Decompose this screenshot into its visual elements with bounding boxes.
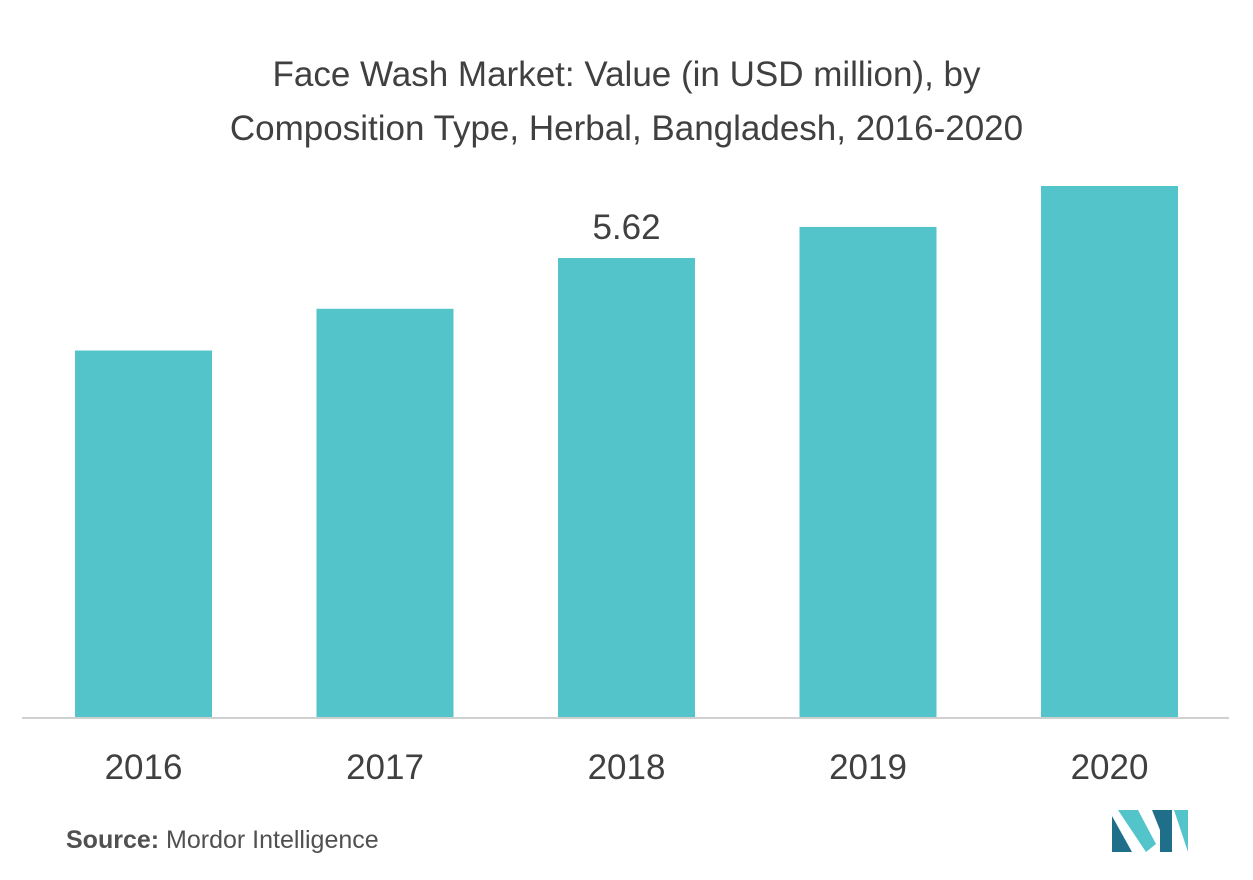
chart-title: Face Wash Market: Value (in USD million)… [0, 48, 1253, 156]
x-tick-label-2017: 2017 [346, 748, 424, 787]
source-label: Source: [66, 826, 160, 854]
x-tick-label-2018: 2018 [588, 748, 666, 787]
logo-shape-tip [1174, 810, 1188, 852]
x-tick-label-2019: 2019 [829, 748, 907, 787]
chart-title-line-1: Face Wash Market: Value (in USD million)… [272, 55, 981, 94]
bar-2019 [799, 226, 937, 718]
labels-layer: 2016 2017 2018 5.62 2019 2020 [105, 208, 1149, 787]
bar-2017 [316, 308, 454, 718]
logo-shape-mid [1118, 810, 1156, 852]
mordor-intelligence-logo-icon [1112, 810, 1188, 852]
x-tick-label-2016: 2016 [105, 748, 183, 787]
bar-2020 [1041, 186, 1178, 718]
bars-layer [75, 186, 1178, 718]
chart-title-line-2: Composition Type, Herbal, Bangladesh, 20… [229, 109, 1024, 148]
data-label-2018: 5.62 [592, 208, 660, 247]
logo-shape-left [1112, 816, 1132, 852]
x-tick-label-2020: 2020 [1071, 748, 1149, 787]
bar-2016 [75, 350, 212, 718]
logo-shape-right [1152, 810, 1172, 852]
source-text: Mordor Intelligence [166, 826, 379, 854]
source-line: Source: Mordor Intelligence [66, 826, 379, 855]
bar-2018 [558, 258, 695, 718]
